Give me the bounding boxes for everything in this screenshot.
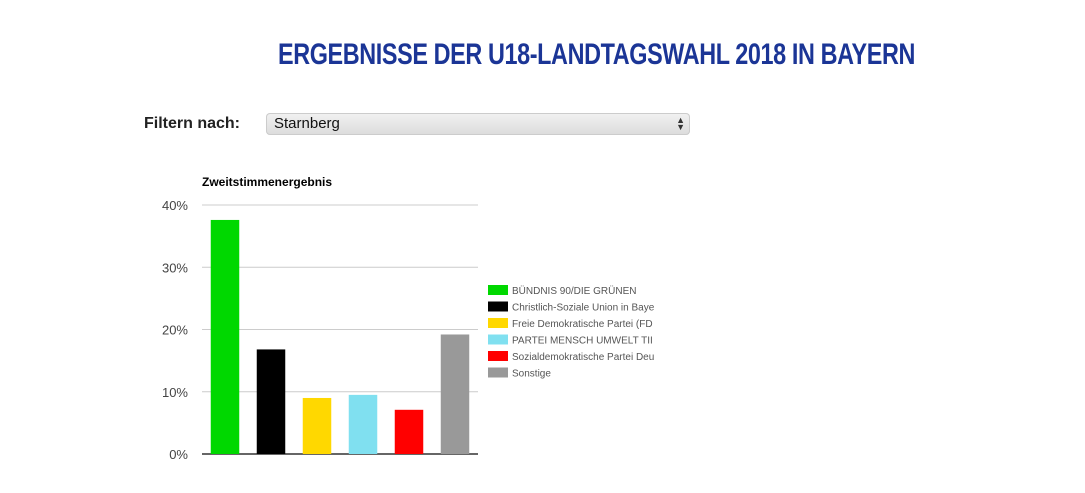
select-arrows-icon: ▲ ▼ bbox=[676, 115, 685, 132]
bar bbox=[394, 409, 424, 454]
y-tick-label: 10% bbox=[162, 385, 188, 400]
legend-swatch bbox=[488, 351, 508, 361]
legend-swatch bbox=[488, 367, 508, 378]
legend-label: Freie Demokratische Partei (FD bbox=[512, 319, 653, 330]
legend-swatch bbox=[488, 334, 508, 345]
bar bbox=[256, 349, 286, 454]
bar bbox=[348, 394, 378, 454]
region-select[interactable]: Starnberg ▲ ▼ bbox=[266, 113, 690, 135]
legend-label: PARTEI MENSCH UMWELT TII bbox=[512, 336, 653, 347]
y-tick-label: 0% bbox=[169, 447, 188, 462]
chart-title: Zweitstimmenergebnis bbox=[202, 175, 332, 189]
legend-swatch bbox=[488, 318, 508, 328]
y-tick-label: 20% bbox=[162, 323, 188, 338]
region-select-value: Starnberg bbox=[274, 115, 340, 132]
y-tick-label: 30% bbox=[162, 260, 188, 275]
legend-swatch bbox=[488, 301, 508, 312]
bar bbox=[210, 219, 240, 454]
legend-label: BÜNDNIS 90/DIE GRÜNEN bbox=[512, 285, 636, 297]
page-title: ERGEBNISSE DER U18-LANDTAGSWAHL 2018 IN … bbox=[278, 38, 915, 71]
legend-swatch bbox=[488, 285, 508, 295]
legend-label: Christlich-Soziale Union in Baye bbox=[512, 303, 655, 314]
y-tick-label: 40% bbox=[162, 198, 188, 213]
bar bbox=[302, 397, 332, 454]
legend-label: Sonstige bbox=[512, 369, 551, 380]
legend-label: Sozialdemokratische Partei Deu bbox=[512, 352, 654, 363]
bar bbox=[440, 334, 470, 454]
filter-label: Filtern nach: bbox=[144, 115, 241, 132]
